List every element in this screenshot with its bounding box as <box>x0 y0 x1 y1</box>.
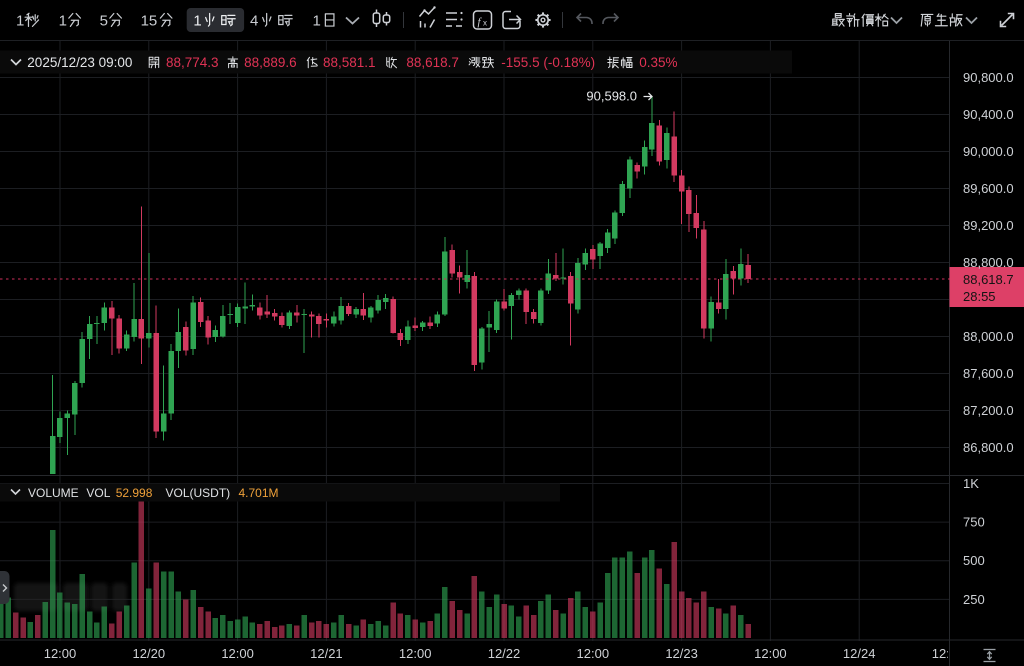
svg-text:f: f <box>478 16 483 28</box>
svg-text:12/24: 12/24 <box>843 646 876 661</box>
svg-text:12:00: 12:00 <box>221 646 254 661</box>
svg-text:12:00: 12:00 <box>44 646 77 661</box>
svg-text:88,618.7: 88,618.7 <box>406 55 459 70</box>
svg-text:12:00: 12:00 <box>932 646 965 661</box>
svg-text:87,600.0: 87,600.0 <box>963 366 1014 381</box>
svg-text:89,200.0: 89,200.0 <box>963 218 1014 233</box>
svg-text:x: x <box>483 19 487 28</box>
svg-text:4.701M: 4.701M <box>239 486 279 500</box>
svg-text:-155.5 (-0.18%): -155.5 (-0.18%) <box>501 55 595 70</box>
svg-text:88,581.1: 88,581.1 <box>323 55 376 70</box>
svg-text:1: 1 <box>16 13 24 30</box>
svg-text:87,200.0: 87,200.0 <box>963 403 1014 418</box>
svg-text:90,400.0: 90,400.0 <box>963 107 1014 122</box>
svg-text:12/22: 12/22 <box>488 646 521 661</box>
svg-text:28:55: 28:55 <box>963 289 996 304</box>
svg-text:1K: 1K <box>963 476 979 491</box>
svg-text:12:00: 12:00 <box>754 646 787 661</box>
svg-text:1: 1 <box>313 13 321 30</box>
svg-text:89,600.0: 89,600.0 <box>963 181 1014 196</box>
svg-text:88,618.7: 88,618.7 <box>963 272 1014 287</box>
svg-text:12/20: 12/20 <box>133 646 166 661</box>
svg-text:12:00: 12:00 <box>399 646 432 661</box>
svg-text:2025/12/23 09:00: 2025/12/23 09:00 <box>27 55 132 70</box>
svg-text:88,000.0: 88,000.0 <box>963 329 1014 344</box>
svg-text:90,800.0: 90,800.0 <box>963 70 1014 85</box>
svg-text:VOL(USDT): VOL(USDT) <box>166 486 231 500</box>
svg-text:12/21: 12/21 <box>310 646 343 661</box>
svg-text:90,598.0: 90,598.0 <box>586 89 637 104</box>
svg-text:4: 4 <box>250 13 258 30</box>
svg-text:12:00: 12:00 <box>577 646 610 661</box>
svg-text:90,000.0: 90,000.0 <box>963 144 1014 159</box>
svg-text:1: 1 <box>193 13 201 30</box>
svg-text:52.998: 52.998 <box>116 486 153 500</box>
svg-text:88,774.3: 88,774.3 <box>166 55 219 70</box>
svg-text:88,889.6: 88,889.6 <box>244 55 297 70</box>
svg-text:250: 250 <box>963 592 985 607</box>
svg-text:500: 500 <box>963 553 985 568</box>
svg-text:1: 1 <box>59 13 67 30</box>
svg-text:86,800.0: 86,800.0 <box>963 440 1014 455</box>
svg-text:88,800.0: 88,800.0 <box>963 255 1014 270</box>
svg-text:VOL: VOL <box>86 486 110 500</box>
svg-text:VOLUME: VOLUME <box>28 486 79 500</box>
svg-text:750: 750 <box>963 515 985 530</box>
svg-text:12/23: 12/23 <box>665 646 698 661</box>
svg-text:0.35%: 0.35% <box>639 55 677 70</box>
svg-text:5: 5 <box>100 13 108 30</box>
svg-text:15: 15 <box>141 13 158 30</box>
